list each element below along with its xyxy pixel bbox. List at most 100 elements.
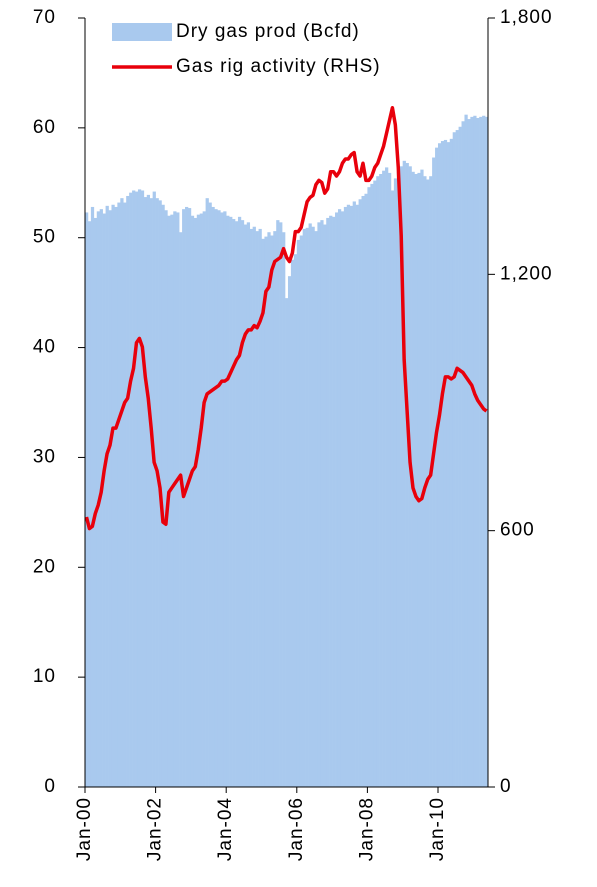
bar bbox=[105, 205, 109, 787]
bar bbox=[232, 219, 236, 787]
bar bbox=[361, 195, 365, 787]
y2-tick-label: 600 bbox=[500, 520, 535, 541]
bar bbox=[111, 204, 115, 787]
bar bbox=[208, 202, 212, 787]
bar bbox=[155, 198, 159, 787]
bar bbox=[146, 194, 151, 787]
x-tick-label: Jan-00 bbox=[74, 797, 95, 861]
y-tick-label: 50 bbox=[33, 227, 56, 248]
bar bbox=[358, 199, 362, 787]
bar bbox=[464, 114, 468, 787]
bar bbox=[152, 191, 156, 787]
bar bbox=[267, 232, 271, 787]
bar bbox=[393, 178, 398, 788]
bar bbox=[202, 211, 206, 787]
bar bbox=[352, 201, 356, 787]
y-tick-label: 30 bbox=[33, 446, 56, 467]
y-tick-label: 60 bbox=[33, 117, 56, 138]
bar bbox=[443, 139, 448, 788]
bar bbox=[223, 211, 227, 787]
bar bbox=[476, 117, 480, 788]
bar bbox=[190, 215, 195, 787]
bar bbox=[390, 190, 395, 787]
bar bbox=[114, 206, 118, 787]
bar bbox=[176, 212, 180, 787]
line bbox=[84, 105, 488, 531]
bar bbox=[396, 171, 401, 788]
bar bbox=[311, 226, 315, 787]
bar bbox=[370, 183, 374, 788]
bar bbox=[320, 220, 324, 787]
bar bbox=[337, 209, 342, 787]
bar bbox=[349, 205, 353, 787]
bar bbox=[264, 236, 268, 787]
bar bbox=[340, 211, 345, 787]
bar bbox=[161, 204, 165, 787]
x-tick-label: Jan-04 bbox=[215, 797, 236, 861]
bar bbox=[440, 141, 445, 788]
x-tick-label: Jan-02 bbox=[145, 797, 166, 861]
bar bbox=[93, 217, 98, 787]
bar bbox=[270, 235, 274, 787]
bar bbox=[240, 220, 245, 787]
bar bbox=[467, 119, 471, 787]
bar bbox=[355, 204, 359, 787]
bar bbox=[435, 147, 439, 788]
bar bbox=[135, 191, 139, 787]
bar bbox=[449, 138, 454, 788]
legend-label: Gas rig activity (RHS) bbox=[176, 56, 381, 77]
bar bbox=[346, 204, 351, 787]
bar bbox=[140, 190, 145, 787]
bar bbox=[120, 198, 124, 787]
bar bbox=[317, 222, 321, 787]
bar bbox=[108, 210, 112, 787]
bar bbox=[446, 142, 451, 788]
bar bbox=[90, 206, 95, 787]
bar bbox=[302, 228, 306, 787]
bar bbox=[137, 189, 142, 787]
bar bbox=[258, 228, 262, 787]
bar bbox=[437, 143, 442, 788]
bar bbox=[229, 216, 233, 787]
bar bbox=[293, 254, 298, 787]
bar bbox=[282, 232, 286, 787]
bar bbox=[326, 217, 330, 787]
bar bbox=[279, 222, 283, 787]
bar bbox=[376, 176, 380, 788]
y-tick-label: 20 bbox=[33, 556, 56, 577]
bar bbox=[185, 206, 189, 787]
bar bbox=[287, 276, 292, 787]
bar bbox=[214, 209, 218, 787]
bar bbox=[423, 176, 427, 788]
bar bbox=[117, 202, 121, 787]
bar bbox=[261, 238, 265, 787]
bar bbox=[243, 224, 248, 787]
bar bbox=[164, 210, 168, 787]
y2-tick-label: 1,200 bbox=[500, 263, 553, 284]
bar bbox=[126, 195, 130, 787]
bar bbox=[170, 214, 174, 787]
bar bbox=[452, 132, 456, 787]
bar bbox=[373, 180, 377, 788]
bar bbox=[461, 121, 465, 787]
bar bbox=[217, 210, 221, 787]
bar bbox=[205, 198, 209, 787]
bar bbox=[273, 231, 277, 787]
bar bbox=[305, 227, 309, 787]
bar bbox=[405, 163, 409, 788]
bar bbox=[314, 231, 318, 787]
bar bbox=[402, 160, 406, 788]
bar bbox=[199, 213, 203, 787]
y2-tick-label: 0 bbox=[500, 776, 512, 797]
bar bbox=[255, 231, 259, 787]
bar bbox=[482, 115, 486, 788]
x-tick-label: Jan-06 bbox=[286, 797, 307, 861]
bar bbox=[123, 202, 127, 787]
bar bbox=[329, 215, 333, 787]
bar bbox=[364, 193, 368, 787]
bar bbox=[479, 116, 483, 787]
bar bbox=[473, 115, 477, 788]
bar bbox=[470, 116, 474, 787]
bar bbox=[129, 192, 133, 787]
bar bbox=[414, 173, 418, 788]
